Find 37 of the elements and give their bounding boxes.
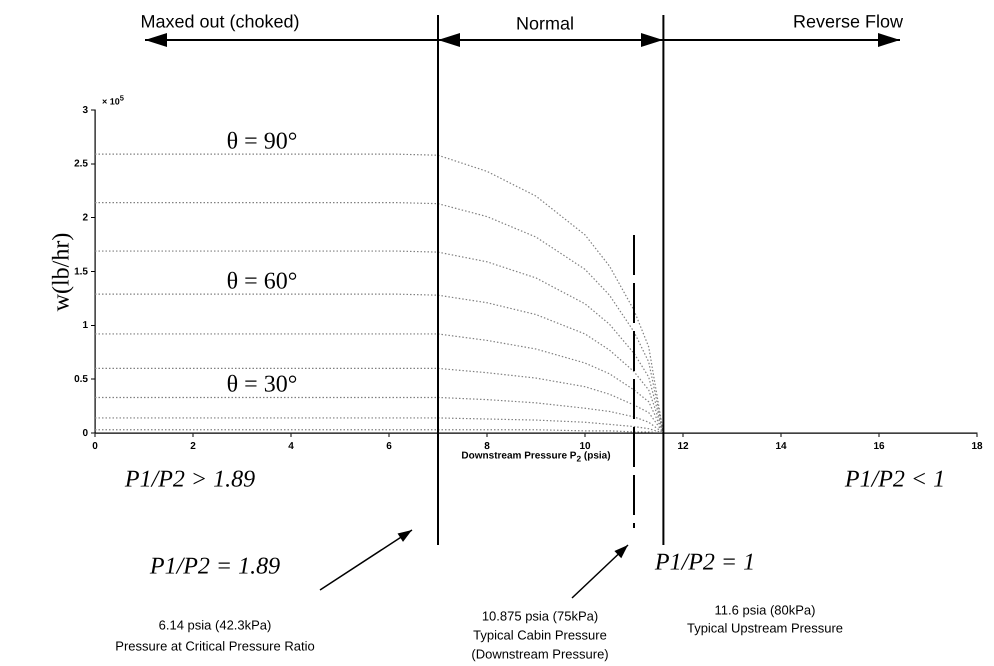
x-tick-label: 4 xyxy=(288,440,294,452)
text: 10.875 psia (75kPa) xyxy=(482,608,598,624)
y-tick-label: 3 xyxy=(82,104,88,116)
text: Maxed out (choked) xyxy=(140,12,300,32)
text: × 10$^{5}$ xyxy=(102,94,124,106)
x-tick-label: 2 xyxy=(190,440,196,452)
y-tick-label: 2.5 xyxy=(74,158,88,170)
text: 6.14 psia (42.3kPa) xyxy=(158,618,272,632)
annotation: θ = 30° xyxy=(226,372,298,398)
text: P1/P2 = 1 xyxy=(654,550,756,576)
y-tick-label: 1.5 xyxy=(74,266,88,278)
x-tick-label: 12 xyxy=(677,440,689,452)
y-tick-label: 2 xyxy=(82,212,88,224)
y-tick-label: 1 xyxy=(82,320,88,332)
text: 11.6 psia (80kPa) xyxy=(714,602,816,618)
annotation: θ = 90° xyxy=(226,128,298,156)
text: P1/P2 > 1.89 xyxy=(124,466,256,494)
text: (Downstream Pressure) xyxy=(471,646,609,662)
text: Normal xyxy=(516,14,574,34)
annotation: θ = 60° xyxy=(226,268,298,296)
text: Reverse Flow xyxy=(792,12,904,32)
x-axis-title: Downstream Pressure P$_{2}$ (psia) xyxy=(461,450,611,464)
text: P1/P2 = 1.89 xyxy=(150,554,280,580)
y-axis-title: w(lb/hr) xyxy=(48,232,74,311)
x-tick-label: 0 xyxy=(92,440,98,452)
text: Typical Upstream Pressure xyxy=(686,620,844,636)
text: Pressure at Critical Pressure Ratio xyxy=(115,638,315,654)
y-tick-label: 0 xyxy=(82,428,88,439)
text: Typical Cabin Pressure xyxy=(473,628,607,642)
x-tick-label: 6 xyxy=(386,440,392,452)
text: P1/P2 < 1 xyxy=(844,466,946,494)
x-tick-label: 16 xyxy=(873,440,885,452)
x-tick-label: 8 xyxy=(484,440,490,452)
x-tick-label: 14 xyxy=(775,440,787,452)
x-tick-label: 10 xyxy=(579,440,591,452)
x-tick-label: 18 xyxy=(971,440,983,452)
y-tick-label: 0.5 xyxy=(74,374,88,385)
